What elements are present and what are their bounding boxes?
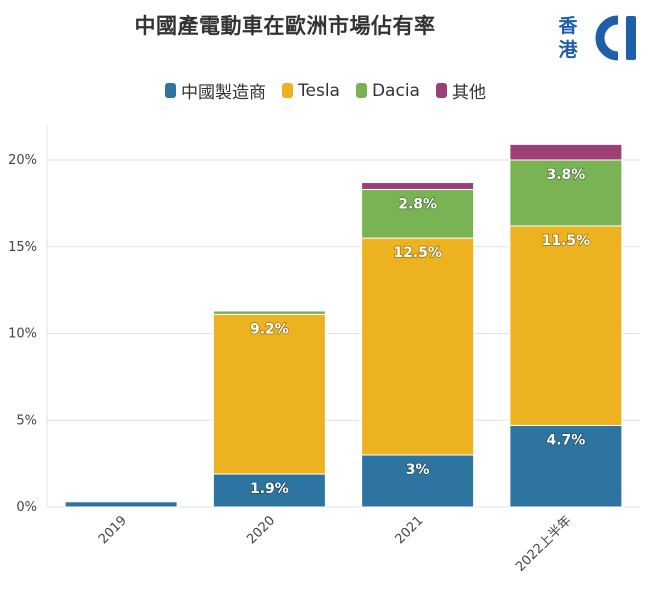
bar-segment [509, 143, 623, 161]
bar-segment [509, 225, 623, 426]
data-label: 3.8% [546, 167, 585, 183]
legend-swatch [435, 83, 447, 98]
y-tick-label: 15% [8, 240, 37, 255]
bar-segment [361, 237, 475, 456]
y-tick-label: 5% [16, 413, 37, 428]
legend-item[interactable]: 中國製造商 [165, 78, 266, 103]
data-label: 3% [406, 462, 430, 478]
chart-title: 中國產電動車在歐洲市場佔有率 [134, 14, 436, 38]
y-tick-label: 20% [8, 153, 37, 168]
legend-item[interactable]: Tesla [282, 78, 340, 103]
logo-text-line1: 香 [558, 15, 578, 37]
legend-label: 中國製造商 [181, 83, 267, 103]
x-tick-label: 2020 [244, 513, 278, 547]
data-label: 4.7% [546, 432, 585, 448]
chart-legend: 中國製造商 Tesla Dacia 其他 [0, 78, 651, 103]
x-tick-label: 2019 [96, 513, 130, 547]
bar-segment [361, 188, 475, 239]
legend-label: Dacia [371, 80, 420, 101]
x-tick-label: 2022上半年 [513, 513, 575, 575]
bar-segment [212, 310, 326, 315]
data-label: 1.9% [250, 481, 289, 497]
x-tick-label: 2021 [392, 513, 426, 547]
legend-swatch [355, 83, 367, 98]
legend-item[interactable]: Dacia [355, 78, 420, 103]
data-label: 9.2% [250, 321, 289, 337]
y-tick-label: 0% [16, 500, 37, 515]
bar-segment [212, 473, 326, 508]
bar-segment [509, 159, 623, 227]
bar-segment [509, 424, 623, 508]
legend-label: Tesla [298, 80, 340, 101]
legend-swatch [282, 83, 294, 98]
logo-text-line2: 港 [558, 39, 578, 61]
hk01-logo: 香 港 [556, 12, 648, 64]
logo-mark-icon [595, 15, 636, 61]
data-label: 2.8% [398, 196, 437, 212]
y-tick-label: 10% [8, 327, 37, 342]
data-label: 12.5% [393, 245, 442, 261]
bar-segment [212, 313, 326, 475]
bar-segment [64, 501, 178, 508]
legend-swatch [165, 83, 177, 98]
bar-segment [361, 182, 475, 190]
data-label: 11.5% [542, 233, 591, 249]
bar-segment [361, 454, 475, 508]
legend-item[interactable]: 其他 [435, 78, 486, 103]
legend-label: 其他 [451, 83, 486, 103]
